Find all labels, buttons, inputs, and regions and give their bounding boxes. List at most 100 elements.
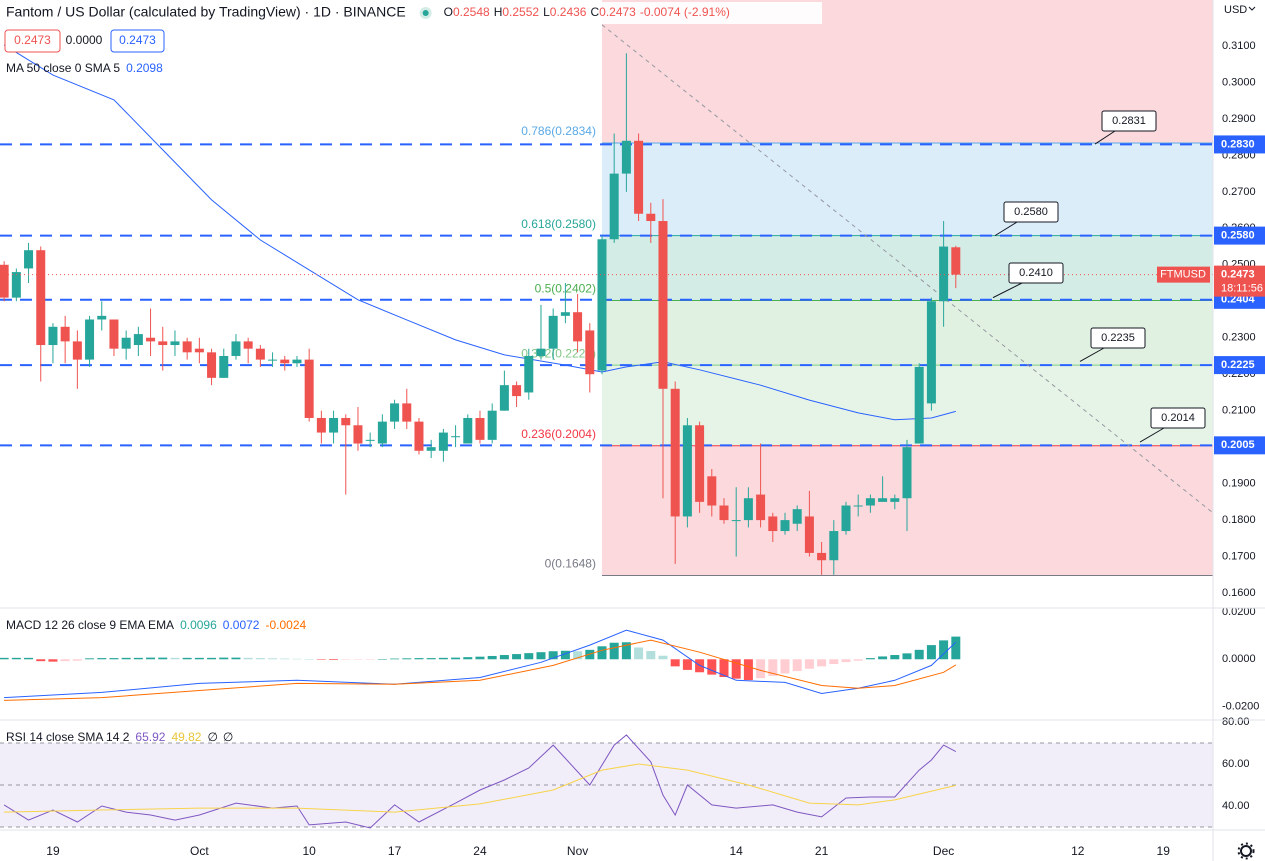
histogram-bar xyxy=(487,655,497,660)
currency-chevron[interactable] xyxy=(1248,6,1256,11)
histogram-bar xyxy=(524,653,534,660)
candle-body xyxy=(646,213,656,222)
candle-body xyxy=(707,476,717,506)
indicator-value: 0.0072 xyxy=(223,618,260,632)
candle-body xyxy=(255,348,265,360)
x-tick-label: 19 xyxy=(1157,844,1171,858)
fib-label: 0(0.1648) xyxy=(545,557,596,571)
candle-body xyxy=(72,341,82,360)
histogram-bar xyxy=(536,652,546,660)
x-tick-label: 12 xyxy=(1071,844,1085,858)
candle-body xyxy=(390,403,400,422)
histogram-bar xyxy=(865,658,875,660)
candle-body xyxy=(170,341,180,346)
y-tick-label: 0.3000 xyxy=(1222,76,1256,88)
histogram-bar xyxy=(731,659,741,679)
candle-body xyxy=(133,334,143,346)
y-tick-label: 40.00 xyxy=(1222,800,1250,812)
callout-label: 0.2014 xyxy=(1161,412,1195,424)
candle-body xyxy=(536,348,546,356)
legend-backdrop xyxy=(0,2,822,24)
histogram-bar xyxy=(817,659,827,667)
price-box-label: 0.2473 xyxy=(119,33,156,47)
histogram-bar xyxy=(292,658,302,660)
x-tick-label: Dec xyxy=(933,844,954,858)
histogram-bar xyxy=(926,645,936,660)
histogram-bar xyxy=(768,659,778,676)
histogram-bar xyxy=(939,640,949,660)
price-pane: 0.786(0.2834)0.618(0.2580)0.5(0.2402)0.3… xyxy=(0,0,1213,577)
x-tick-label: 19 xyxy=(46,844,60,858)
histogram-bar xyxy=(231,657,241,660)
symbol-label: FTMUSD xyxy=(1160,269,1206,281)
histogram-bar xyxy=(11,657,21,660)
histogram-bar xyxy=(743,659,753,681)
histogram-bar xyxy=(341,659,351,660)
histogram-bar xyxy=(634,647,644,660)
candle-body xyxy=(182,341,192,353)
axis-highlight-label: 0.2005 xyxy=(1221,439,1255,451)
histogram-bar xyxy=(207,657,217,660)
histogram-bar xyxy=(597,646,607,660)
histogram-bar xyxy=(451,657,461,660)
y-tick-label: 0.2300 xyxy=(1222,332,1256,344)
candle-body xyxy=(109,319,119,349)
y-tick-label: 0.1700 xyxy=(1222,550,1256,562)
candle-body xyxy=(951,247,961,275)
candle-body xyxy=(48,326,58,346)
y-tick-label: 0.1900 xyxy=(1222,478,1256,490)
indicator-extra: ∅ xyxy=(207,730,217,744)
y-tick-label: -0.0200 xyxy=(1222,700,1259,712)
histogram-bar xyxy=(243,657,253,660)
settings-icon[interactable] xyxy=(1240,845,1252,857)
y-tick-label: 60.00 xyxy=(1222,758,1250,770)
candle-body xyxy=(292,359,302,364)
candle-body xyxy=(341,417,351,426)
candle-body xyxy=(548,315,558,349)
candle-body xyxy=(865,498,875,506)
callout-label: 0.2410 xyxy=(1019,267,1053,279)
histogram-bar xyxy=(365,659,375,660)
rsi-pane xyxy=(0,734,1213,829)
last-price-label: 0.2473 xyxy=(1221,269,1255,281)
candle-body xyxy=(792,509,802,524)
histogram-bar xyxy=(182,657,192,660)
histogram-bar xyxy=(109,658,119,660)
candle-body xyxy=(243,341,253,349)
callout-pointer xyxy=(1094,130,1116,145)
candle-body xyxy=(804,516,814,553)
histogram-bar xyxy=(316,659,326,660)
price-box xyxy=(4,29,61,53)
axis-highlight-label: 0.2225 xyxy=(1221,359,1255,371)
candle-body xyxy=(780,520,790,532)
candle-body xyxy=(829,531,839,561)
candle-body xyxy=(231,341,241,356)
histogram-bar xyxy=(658,655,668,660)
histogram-bar xyxy=(85,658,95,660)
histogram-bar xyxy=(219,657,229,660)
histogram-bar xyxy=(707,659,717,675)
ohlc-key: L xyxy=(543,5,550,19)
candle-body xyxy=(316,417,326,433)
candle-body xyxy=(914,366,924,444)
candle-body xyxy=(658,221,668,389)
callout-box xyxy=(1003,201,1059,223)
settings-icon-teeth[interactable] xyxy=(1237,842,1255,860)
candle-body xyxy=(402,403,412,422)
candle-body xyxy=(60,326,70,342)
fib-label: 0.236(0.2004) xyxy=(521,427,596,441)
histogram-bar xyxy=(146,657,156,660)
last-price-box xyxy=(1214,265,1265,297)
candle-body xyxy=(743,498,753,521)
histogram-bar xyxy=(853,659,863,661)
histogram-bar xyxy=(719,659,729,677)
rsi-line xyxy=(3,734,957,829)
indicator-value: -0.0024 xyxy=(265,618,306,632)
candle-body xyxy=(463,417,473,444)
histogram-bar xyxy=(24,657,34,660)
callout-box xyxy=(1008,262,1064,284)
histogram-bar xyxy=(438,657,448,660)
fib-label: 0.786(0.2834) xyxy=(521,124,596,138)
